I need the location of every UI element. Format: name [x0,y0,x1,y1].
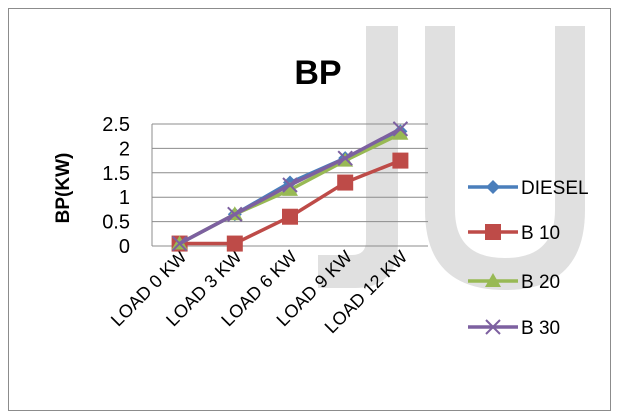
watermark [318,26,585,290]
legend-item-b30: B 30 [468,318,560,339]
data-point [337,150,353,166]
data-point [282,177,298,193]
data-point [226,235,243,252]
y-tick-label: 1 [119,187,130,209]
y-tick-label: 0 [119,236,130,258]
legend-item-diesel: DIESEL [468,178,589,199]
legend-marker [485,273,501,287]
grid-lines [151,123,428,247]
legend-marker [486,180,500,194]
series-lines [171,121,409,252]
y-tick-labels: 00.5 11.5 22.5 [102,114,130,258]
legend: DIESEL B 10 B 20 B 30 [468,178,589,339]
legend-label: DIESEL [521,178,589,199]
y-tick-label: 2 [119,138,130,160]
legend-item-b20: B 20 [468,272,560,293]
legend-label: B 30 [521,318,560,339]
data-point [171,235,188,252]
series-b30 [171,121,409,252]
data-point [337,174,354,191]
legend-marker [485,224,501,240]
watermark-letter-u [425,26,585,290]
data-point [392,125,409,140]
data-point [227,206,243,222]
series-b10 [171,152,409,252]
y-tick-label: 1.5 [102,163,130,185]
data-point [282,208,298,225]
legend-label: B 20 [521,272,560,293]
data-point [282,181,298,196]
chart-frame [8,8,611,411]
data-point [392,152,409,169]
legend-marker [485,319,501,335]
legend-label: B 10 [521,223,560,244]
y-tick-label: 0.5 [102,212,130,234]
data-point [392,121,409,137]
y-axis-title: BP(KW) [53,153,74,224]
y-tick-label: 2.5 [102,114,130,136]
watermark-letter-j [318,26,398,288]
legend-item-b10: B 10 [468,223,560,244]
chart-title: BP [294,54,341,92]
